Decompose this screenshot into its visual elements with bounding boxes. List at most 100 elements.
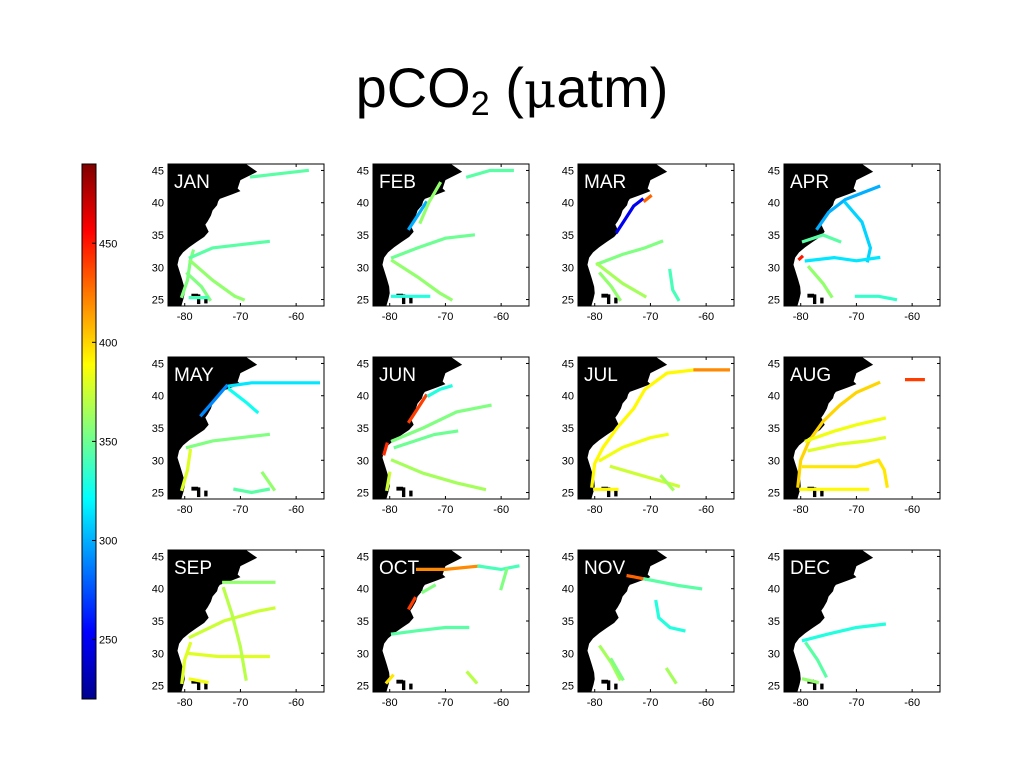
y-tick-label: 25 (562, 488, 574, 500)
y-tick-label: 45 (562, 165, 574, 177)
x-tick-label: -60 (904, 504, 920, 516)
ship-track (465, 670, 479, 685)
x-tick-label: -70 (437, 697, 453, 709)
colorbar-tick-label: 300 (99, 535, 117, 547)
ship-track (854, 294, 898, 302)
y-tick-label: 40 (152, 198, 164, 210)
y-tick-label: 30 (152, 262, 164, 274)
x-tick-label: -80 (382, 697, 398, 709)
x-tick-label: -70 (232, 504, 248, 516)
island (196, 680, 201, 691)
y-tick-label: 40 (152, 584, 164, 596)
figure-title: pCO2 (μatm) (355, 56, 669, 123)
ship-track (626, 573, 647, 581)
y-tick-label: 45 (768, 551, 780, 563)
y-tick-label: 40 (768, 198, 780, 210)
ship-track (384, 673, 395, 685)
ship-track (188, 606, 276, 640)
ship-track (390, 625, 470, 636)
ship-track (659, 474, 675, 492)
y-tick-label: 30 (357, 262, 369, 274)
ship-track (420, 583, 437, 595)
month-label: APR (790, 172, 829, 193)
ship-track (598, 432, 669, 463)
colorbar-gradient (81, 163, 97, 700)
ship-track (382, 442, 389, 456)
island (191, 679, 199, 684)
y-tick-label: 45 (562, 358, 574, 370)
x-tick-label: -60 (288, 311, 304, 323)
land-mask (373, 357, 463, 499)
month-label: AUG (790, 365, 831, 386)
land-mask (168, 357, 258, 499)
island (614, 490, 618, 497)
island (396, 679, 404, 684)
y-tick-label: 45 (357, 165, 369, 177)
panel-dec: 25 30 35 40 45 -80 -70 -60 DEC (768, 549, 941, 709)
panel-mar: 25 30 35 40 45 -80 -70 -60 MAR (562, 163, 735, 323)
y-tick-label: 35 (768, 423, 780, 435)
y-tick-label: 30 (768, 455, 780, 467)
island (807, 293, 815, 298)
y-tick-label: 25 (152, 681, 164, 693)
x-tick-label: -60 (288, 504, 304, 516)
ship-track (590, 368, 697, 488)
month-panels: 25 30 35 40 45 -80 -70 -60 JAN 25 30 35 40 45 -80 -70 -6… (152, 163, 941, 709)
x-tick-label: -80 (587, 311, 603, 323)
ship-track (598, 271, 623, 302)
ship-track (477, 564, 520, 572)
ship-track (260, 470, 277, 492)
x-tick-label: -80 (587, 697, 603, 709)
y-tick-label: 25 (768, 681, 780, 693)
x-tick-label: -70 (642, 311, 658, 323)
land-mask (168, 164, 258, 306)
panel-jul: 25 30 35 40 45 -80 -70 -60 JUL (562, 356, 735, 516)
land-mask (578, 164, 668, 306)
ship-track (227, 381, 320, 388)
colorbar-tick-label: 250 (99, 635, 117, 647)
month-label: JUL (584, 365, 618, 386)
island (614, 297, 618, 304)
ship-track (385, 471, 392, 492)
y-tick-label: 40 (562, 391, 574, 403)
y-tick-label: 30 (357, 648, 369, 660)
ship-track (418, 181, 443, 225)
ship-track (642, 194, 653, 204)
ship-track (406, 200, 429, 231)
panel-oct: 25 30 35 40 45 -80 -70 -60 OCT (357, 549, 530, 709)
island (601, 293, 609, 298)
ship-track (668, 268, 681, 302)
island (196, 487, 201, 498)
panel-may: 25 30 35 40 45 -80 -70 -60 MAY (152, 356, 325, 516)
land-mask (784, 550, 874, 692)
x-tick-label: -80 (382, 504, 398, 516)
island (820, 683, 824, 690)
ship-track (185, 271, 213, 302)
y-tick-label: 25 (357, 295, 369, 307)
x-tick-label: -60 (698, 697, 714, 709)
y-tick-label: 35 (152, 616, 164, 628)
island (812, 294, 817, 305)
ship-track (801, 677, 820, 685)
y-tick-label: 40 (357, 198, 369, 210)
ship-track (185, 651, 270, 659)
y-tick-label: 35 (357, 230, 369, 242)
land-mask (373, 550, 463, 692)
land-mask (784, 164, 874, 306)
x-tick-label: -80 (177, 504, 193, 516)
y-tick-label: 30 (357, 455, 369, 467)
y-tick-label: 45 (152, 165, 164, 177)
island (191, 293, 199, 298)
month-label: MAY (174, 365, 214, 386)
ship-track (406, 393, 429, 424)
ship-track (390, 233, 476, 260)
ship-track (188, 239, 271, 260)
ship-track (180, 641, 193, 685)
x-tick-label: -60 (904, 697, 920, 709)
month-label: FEB (379, 172, 416, 193)
y-tick-label: 35 (562, 423, 574, 435)
x-tick-label: -70 (232, 697, 248, 709)
month-label: SEP (174, 558, 212, 579)
ship-track (185, 432, 271, 450)
y-tick-label: 35 (152, 230, 164, 242)
